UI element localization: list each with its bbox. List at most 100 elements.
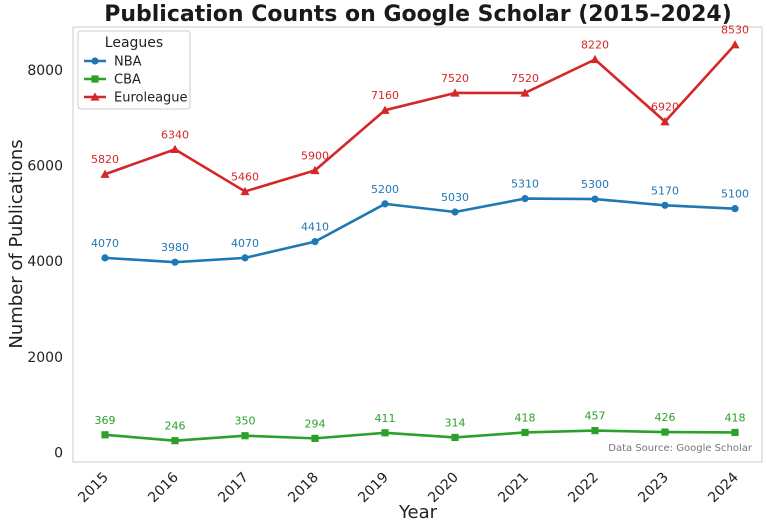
legend-item-cba: CBA [84, 73, 141, 88]
data-label-euroleague: 5460 [231, 170, 259, 183]
data-point-nba [101, 254, 109, 262]
data-point-nba [171, 258, 179, 266]
x-tick-label: 2024 [705, 469, 742, 506]
data-point-euroleague [660, 117, 670, 126]
legend-marker-euroleague [90, 92, 100, 101]
data-label-euroleague: 8220 [581, 39, 609, 52]
data-point-nba [451, 208, 459, 216]
data-label-nba: 5170 [651, 184, 679, 197]
y-axis: 0 2000 4000 6000 8000 [27, 63, 63, 461]
data-point-euroleague [730, 40, 740, 49]
legend: Leagues NBA CBA Euroleague [77, 30, 191, 110]
y-tick-label: 0 [54, 445, 63, 461]
y-tick-label: 4000 [27, 254, 63, 270]
data-point-cba [381, 429, 389, 437]
y-axis-label: Number of Publications [6, 139, 27, 348]
series-euroleague: 5820 6340 5460 5900 7160 7520 7520 8220 6920 8530 [91, 24, 749, 196]
y-tick-label: 8000 [27, 63, 63, 79]
data-point-nba [381, 200, 389, 208]
data-label-cba: 314 [445, 416, 466, 429]
data-point-euroleague [240, 186, 250, 196]
legend-label-euroleague: Euroleague [114, 91, 188, 106]
x-tick-label: 2020 [425, 470, 462, 507]
legend-box [77, 30, 191, 110]
data-label-euroleague: 7520 [441, 72, 469, 85]
data-point-nba [241, 254, 249, 262]
data-label-euroleague: 7160 [371, 89, 399, 102]
x-axis: 2015 2016 2017 2018 2019 2020 2021 2022 2023 2024 [75, 469, 742, 506]
data-label-cba: 457 [585, 410, 606, 423]
data-label-cba: 246 [165, 420, 186, 433]
data-label-euroleague: 5820 [91, 153, 119, 166]
data-point-euroleague [380, 105, 390, 114]
y-tick-label: 6000 [27, 159, 63, 175]
x-tick-label: 2021 [495, 470, 532, 507]
data-label-nba: 4070 [91, 237, 119, 250]
data-label-nba: 5300 [581, 178, 609, 191]
x-tick-label: 2019 [355, 470, 392, 507]
data-label-cba: 418 [725, 411, 746, 424]
data-point-cba [171, 437, 179, 445]
series-nba: 4070 3980 4070 4410 5200 5030 5310 5300 5170 5100 [91, 178, 749, 266]
data-point-cba [311, 434, 319, 442]
data-label-euroleague: 6920 [651, 101, 679, 114]
x-axis-label: Year [398, 502, 438, 523]
series-layer: 4070 3980 4070 4410 5200 5030 5310 5300 5170 5100… [91, 24, 749, 445]
x-tick-label: 2015 [75, 470, 112, 507]
data-point-cba [521, 428, 529, 437]
x-tick-label: 2016 [145, 469, 182, 506]
data-point-cba [451, 433, 459, 442]
data-point-cba [591, 426, 599, 435]
x-tick-label: 2018 [285, 470, 322, 507]
data-point-euroleague [450, 88, 460, 97]
data-label-nba: 5030 [441, 191, 469, 204]
data-point-euroleague [520, 88, 530, 97]
data-point-euroleague [170, 144, 180, 154]
series-line-cba [104, 429, 736, 442]
series-line-nba [104, 197, 736, 264]
data-label-cba: 426 [655, 411, 676, 424]
data-label-nba: 5100 [721, 188, 749, 201]
data-label-nba: 3980 [161, 241, 189, 254]
data-label-euroleague: 6340 [161, 128, 189, 141]
legend-item-nba: NBA [84, 55, 142, 70]
legend-label-nba: NBA [114, 55, 142, 70]
data-label-cba: 294 [305, 417, 326, 430]
data-point-euroleague [590, 54, 600, 64]
data-label-nba: 4410 [301, 221, 329, 234]
x-tick-label: 2017 [215, 470, 252, 507]
legend-marker-nba [91, 57, 99, 65]
data-label-cba: 350 [235, 415, 256, 428]
data-point-nba [521, 195, 529, 203]
series-line-euroleague [104, 43, 736, 193]
y-tick-label: 2000 [27, 350, 63, 366]
data-label-euroleague: 5900 [301, 149, 329, 162]
data-label-cba: 411 [375, 412, 396, 425]
legend-title: Leagues [105, 35, 163, 51]
legend-item-euroleague: Euroleague [84, 91, 188, 106]
data-label-cba: 418 [515, 411, 536, 424]
chart-title: Publication Counts on Google Scholar (20… [104, 2, 732, 27]
data-source-annotation: Data Source: Google Scholar [608, 443, 753, 454]
series-cba: 369 246 350 294 411 314 418 457 426 418 [95, 410, 746, 445]
data-label-euroleague: 8530 [721, 24, 749, 37]
data-point-cba [101, 431, 109, 439]
data-point-nba [731, 205, 739, 213]
data-point-cba [241, 432, 249, 440]
data-label-nba: 4070 [231, 237, 259, 250]
legend-marker-cba [91, 75, 99, 83]
data-label-cba: 369 [95, 414, 116, 427]
data-point-nba [661, 201, 669, 209]
data-point-nba [591, 195, 599, 203]
data-point-cba [661, 428, 669, 436]
data-label-nba: 5200 [371, 183, 399, 196]
data-point-euroleague [310, 165, 320, 175]
data-point-nba [311, 238, 319, 246]
data-label-euroleague: 7520 [511, 72, 539, 85]
data-point-euroleague [100, 169, 110, 178]
data-point-cba [731, 428, 739, 437]
data-label-nba: 5310 [511, 178, 539, 191]
x-tick-label: 2023 [635, 470, 672, 507]
x-tick-label: 2022 [565, 470, 602, 507]
